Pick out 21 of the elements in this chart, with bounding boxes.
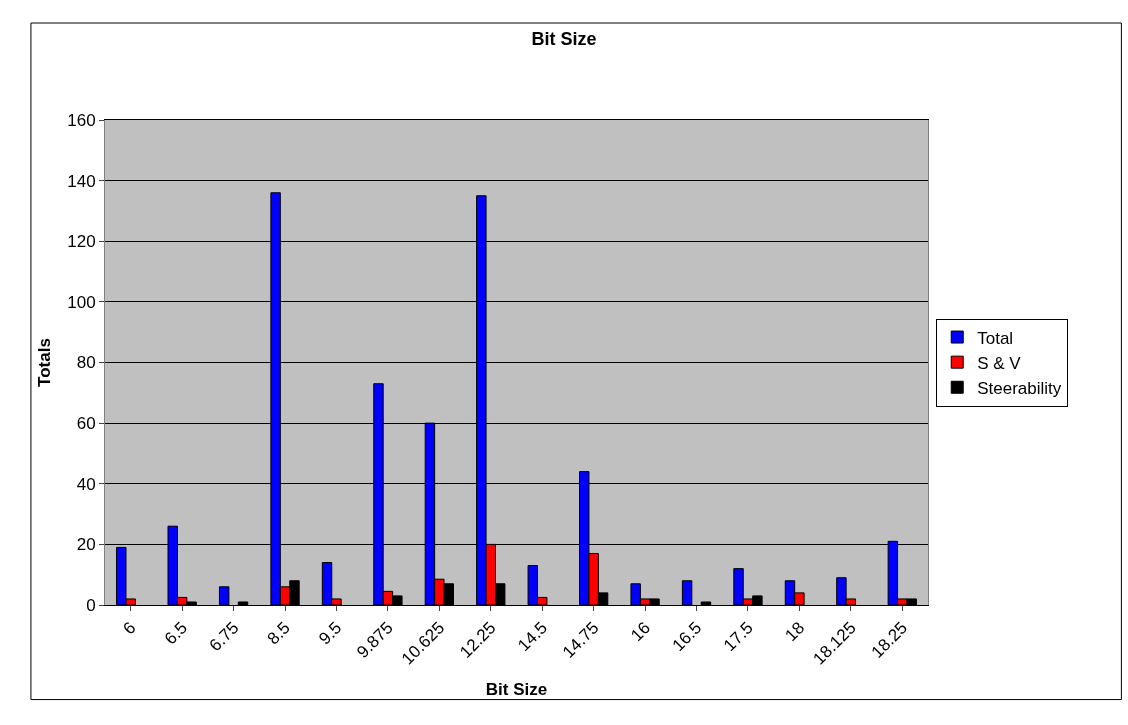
y-tick-label: 20: [76, 535, 96, 555]
y-tick-label: 60: [76, 414, 96, 434]
legend-label: Steerability: [977, 378, 1062, 398]
legend-label: Total: [977, 328, 1014, 348]
legend-label: S & V: [977, 353, 1022, 373]
x-tick-label: 6: [119, 618, 140, 639]
y-tick-label: 160: [67, 110, 96, 130]
x-tick-label: 6.5: [160, 618, 191, 649]
y-tick-label: 120: [67, 232, 96, 252]
y-tick-label: 100: [67, 292, 96, 312]
x-axis-title: Bit Size: [485, 679, 548, 699]
x-tick-label: 16: [627, 618, 654, 646]
y-tick-label: 140: [67, 171, 96, 191]
x-tick-label: 9.5: [315, 618, 346, 649]
y-tick-label: 0: [86, 595, 96, 615]
x-tick-label: 8.5: [263, 618, 294, 649]
y-tick-label: 40: [76, 474, 96, 494]
y-axis-title: Totals: [34, 338, 54, 387]
x-tick-label: 18: [781, 618, 809, 646]
y-tick-label: 80: [76, 353, 96, 373]
chart-title: Bit Size: [531, 29, 597, 50]
